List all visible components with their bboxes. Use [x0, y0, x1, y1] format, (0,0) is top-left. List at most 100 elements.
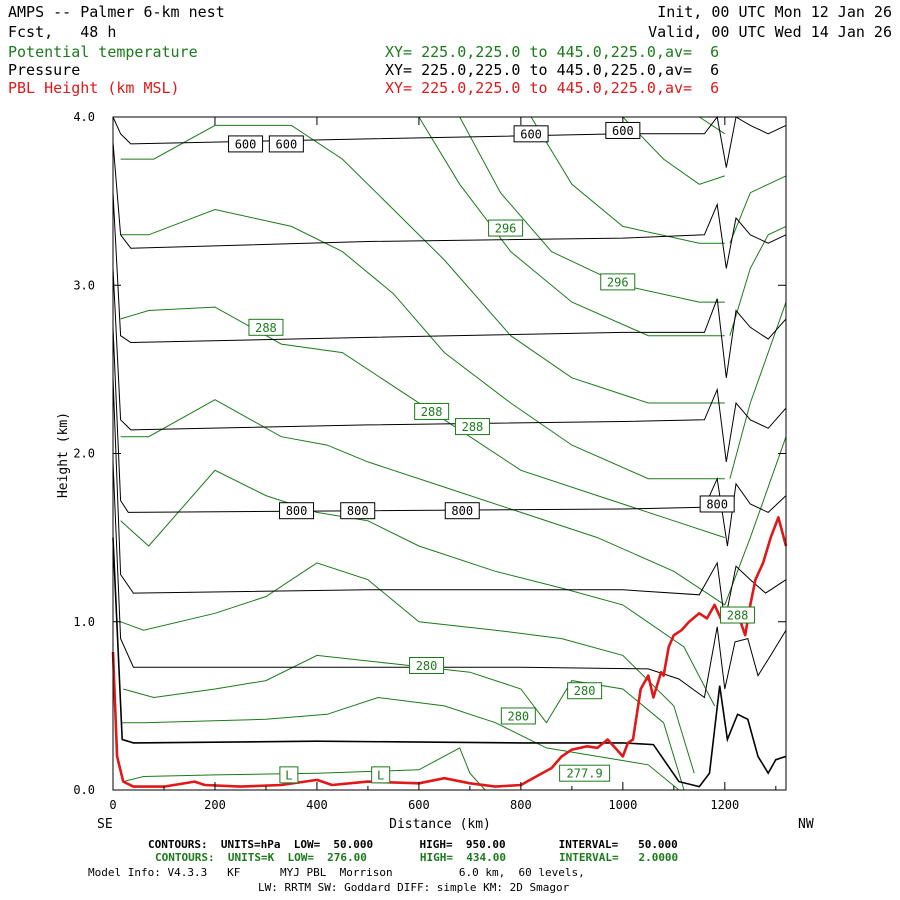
contour-label-box	[559, 764, 611, 782]
theta-contour-278	[123, 747, 486, 791]
theta-contour-304	[699, 116, 726, 135]
contour-label-box	[488, 219, 524, 237]
theta-contour-300	[530, 116, 725, 244]
theta-contour-298	[459, 116, 725, 303]
y-tick-label: 1.0	[73, 615, 95, 629]
y-tick-label: 4.0	[73, 110, 95, 124]
contour-label-box	[454, 418, 490, 436]
contour-label: 600	[612, 124, 634, 138]
theta-contour-296	[729, 225, 787, 336]
pressure-contour-900	[112, 461, 787, 699]
theta-contour-280	[120, 696, 680, 791]
contour-label: 280	[416, 659, 438, 673]
field-pressure-name: Pressure	[8, 61, 81, 79]
contour-label: 277.9	[567, 767, 603, 781]
theta-contour-290	[120, 306, 725, 539]
contour-label: 800	[347, 504, 369, 518]
theta-contour-286	[120, 469, 716, 707]
contour-label-box	[414, 402, 450, 420]
contour-label: 600	[235, 137, 257, 151]
contour-label-box	[409, 656, 445, 674]
contour-label-box	[444, 502, 480, 520]
x-tick-label: 1000	[608, 798, 637, 812]
valid-time: Valid, 00 UTC Wed 14 Jan 26	[648, 23, 892, 41]
nw-label: NW	[798, 817, 814, 832]
theta-contour-294	[120, 124, 725, 404]
theta-contour-288	[120, 399, 726, 606]
theta-contour-292	[120, 208, 725, 480]
contour-label-box	[600, 273, 636, 291]
pressure-contour-650	[112, 142, 787, 269]
contour-label-box	[279, 502, 315, 520]
x-axis-label: Distance (km)	[389, 817, 491, 832]
x-tick-label: 600	[408, 798, 430, 812]
pressure-contour-850	[112, 377, 787, 622]
init-time: Init, 00 UTC Mon 12 Jan 26	[657, 3, 892, 21]
y-tick-label: 2.0	[73, 447, 95, 461]
pressure-contours	[112, 115, 787, 788]
contour-labels: 600 600 600 600 296 296 288 288 288 800 800 800 800 2…	[228, 121, 756, 784]
theta-contour-296	[418, 116, 725, 337]
footer-theta-contours: CONTOURS: UNITS=K LOW= 276.00 HIGH= 434.…	[155, 851, 679, 864]
field-pbl-name: PBL Height (km MSL)	[8, 79, 180, 97]
contour-label: 288	[462, 420, 484, 434]
contour-label-box	[340, 502, 376, 520]
contour-label-box	[567, 682, 603, 700]
theta-contour-288	[724, 436, 787, 606]
contour-label: 288	[727, 609, 749, 623]
contour-label: 280	[507, 709, 529, 723]
contour-label-box	[605, 121, 641, 139]
pressure-contour-950	[112, 537, 787, 788]
pressure-contour-750	[112, 268, 787, 462]
pressure-contour-600	[112, 115, 787, 168]
contour-label-box	[248, 318, 284, 336]
x-tick-label: 200	[204, 798, 226, 812]
contour-label: 600	[520, 127, 542, 141]
contour-label-box	[279, 766, 299, 784]
x-tick-label: 800	[510, 798, 532, 812]
pressure-contour-700	[112, 192, 787, 378]
contour-label: 800	[451, 504, 473, 518]
y-tick-label: 3.0	[73, 278, 95, 292]
y-tick-label: 0.0	[73, 783, 95, 797]
footer-pressure-contours: CONTOURS: UNITS=hPa LOW= 50.000 HIGH= 95…	[148, 838, 678, 851]
contour-label: 800	[706, 497, 728, 511]
footer-model-info: Model Info: V4.3.3 KF MYJ PBL Morrison 6…	[88, 866, 585, 879]
forecast-hour: Fcst, 48 h	[8, 23, 117, 41]
x-tick-label: 1200	[710, 798, 739, 812]
field-theta-xy: XY= 225.0,225.0 to 445.0,225.0,av= 6	[385, 43, 720, 61]
field-pbl-xy: XY= 225.0,225.0 to 445.0,225.0,av= 6	[385, 79, 720, 97]
x-tick-label: 400	[306, 798, 328, 812]
contour-label: 800	[286, 504, 308, 518]
contour-label: 296	[495, 222, 517, 236]
contour-label: 296	[607, 275, 629, 289]
contour-label-box	[228, 135, 264, 153]
pressure-contour-800	[112, 327, 787, 547]
contour-label-box	[720, 606, 756, 624]
contour-label-box	[513, 125, 549, 143]
se-label: SE	[97, 817, 113, 832]
x-tick-label: 0	[109, 798, 116, 812]
contour-label: 288	[421, 405, 443, 419]
y-axis-label: Height (km)	[56, 412, 71, 498]
theta-contour-300	[729, 175, 787, 244]
pbl-height-line	[111, 516, 788, 788]
contour-label: 600	[276, 137, 298, 151]
theta-contour-284	[120, 562, 695, 774]
field-pressure-xy: XY= 225.0,225.0 to 445.0,225.0,av= 6	[385, 61, 720, 79]
theta-contour-292	[729, 301, 787, 479]
contour-label-box	[371, 766, 391, 784]
theta-contour-302	[622, 116, 725, 185]
pbl-height-series	[111, 516, 788, 788]
theta-contours	[120, 116, 787, 791]
contour-label: L	[285, 768, 292, 782]
axis-ticks: 0 200 400 600 800 1000 1200 0.0 1.0 2.0 3.0 4.0	[73, 110, 786, 812]
footer-physics: LW: RRTM SW: Goddard DIFF: simple KM: 2D…	[258, 881, 570, 894]
contour-label-box	[699, 495, 735, 513]
contour-label-box	[268, 135, 304, 153]
contour-label: 288	[255, 321, 277, 335]
model-title: AMPS -- Palmer 6-km nest	[8, 3, 225, 21]
contour-label-box	[500, 707, 536, 725]
contour-label: 280	[574, 684, 596, 698]
